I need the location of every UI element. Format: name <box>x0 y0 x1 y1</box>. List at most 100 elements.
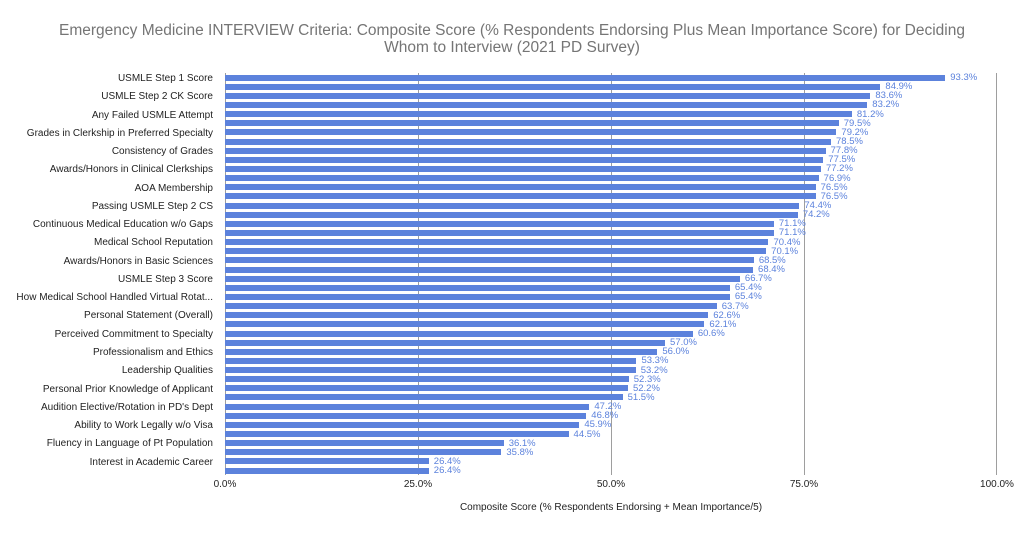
category-label: Medical School Reputation <box>94 237 213 249</box>
bar <box>225 193 816 200</box>
bar-value-label: 79.5% <box>843 117 871 129</box>
gridline <box>804 73 805 475</box>
bar-row: 77.5% <box>225 154 997 166</box>
bar-value-label: 62.1% <box>709 318 737 330</box>
bar-value-label: 76.9% <box>823 172 851 184</box>
bar-value-label: 56.0% <box>662 346 690 358</box>
category-label: Professionalism and Ethics <box>92 346 213 358</box>
category-label <box>0 267 219 274</box>
bar-value-label: 74.2% <box>802 209 830 221</box>
category-label: Fluency in Language of Pt Population <box>46 438 213 450</box>
bar-value-label: 68.5% <box>758 254 786 266</box>
bar-value-label: 76.5% <box>820 181 848 193</box>
bar-value-label: 60.6% <box>697 328 725 339</box>
bar-row: 78.5% <box>225 137 997 146</box>
category-label <box>0 248 219 255</box>
category-label <box>0 431 219 438</box>
bar <box>225 101 868 108</box>
bar-row: 57.0% <box>225 338 997 347</box>
bar-value-label: 83.6% <box>875 90 903 102</box>
bar <box>225 458 429 465</box>
bar-row: 93.3% <box>225 73 997 82</box>
bar-value-label: 77.5% <box>828 154 856 166</box>
bar-row: 66.7% <box>225 274 997 283</box>
category-label: USMLE Step 2 CK Score <box>101 91 213 103</box>
gridline <box>418 73 419 475</box>
bar <box>225 376 629 383</box>
bar <box>225 385 628 392</box>
bar-value-label: 65.4% <box>734 282 762 294</box>
bar-row: 51.5% <box>225 393 997 402</box>
bar-row: 46.8% <box>225 411 997 421</box>
bar <box>225 339 666 346</box>
bar-row: 77.8% <box>225 146 997 155</box>
bar <box>225 257 754 264</box>
bar-row: 65.4% <box>225 292 997 302</box>
x-tick-label: 75.0% <box>789 479 819 490</box>
category-label <box>0 230 219 237</box>
bar <box>225 111 852 118</box>
category-label <box>0 157 219 164</box>
bar-row: 56.0% <box>225 346 997 358</box>
bar-row: 47.2% <box>225 402 997 411</box>
bar-row: 68.5% <box>225 256 997 265</box>
bar-row: 26.4% <box>225 457 997 466</box>
bar-value-label: 81.2% <box>856 108 884 120</box>
bar-row: 84.9% <box>225 82 997 91</box>
category-label: Awards/Honors in Basic Sciences <box>63 255 213 267</box>
bar <box>225 220 774 227</box>
category-label: Awards/Honors in Clinical Clerkships <box>49 164 213 176</box>
bar-row: 70.1% <box>225 246 997 256</box>
plot-rows: 93.3% 84.9% 83.6% 83.2% 81.2% 79.5% 79.2% 78.5%… <box>225 73 997 475</box>
bar <box>225 83 881 90</box>
category-label: Audition Elective/Rotation in PD's Dept <box>41 401 213 413</box>
bar-value-label: 57.0% <box>670 337 697 349</box>
bar-row: 26.4% <box>225 466 997 475</box>
category-label <box>0 102 219 109</box>
bar <box>225 312 709 319</box>
bar-row: 36.1% <box>225 438 997 448</box>
bar-value-label: 83.2% <box>872 99 900 111</box>
bar <box>225 175 819 182</box>
category-label <box>0 84 219 91</box>
gridline <box>225 73 226 475</box>
bar <box>225 440 504 447</box>
category-label: Ability to Work Legally w/o Visa <box>74 420 213 432</box>
gridline <box>996 73 997 475</box>
bar <box>225 156 824 163</box>
bar <box>225 367 636 374</box>
bar <box>225 275 740 282</box>
bar-row: 63.7% <box>225 301 997 311</box>
bar <box>225 266 754 273</box>
category-label <box>0 449 219 456</box>
bar-row: 77.2% <box>225 164 997 174</box>
category-label <box>0 321 219 328</box>
bar-row: 70.4% <box>225 237 997 247</box>
bar-row: 71.1% <box>225 219 997 229</box>
bar-row: 60.6% <box>225 329 997 338</box>
bar-row: 71.1% <box>225 228 997 238</box>
category-label: Interest in Academic Career <box>89 456 213 468</box>
bar-value-label: 74.4% <box>804 200 832 212</box>
bar <box>225 202 800 209</box>
category-label <box>0 212 219 219</box>
category-label: AOA Membership <box>134 182 213 194</box>
bar <box>225 120 839 127</box>
category-label <box>0 121 219 128</box>
bar-value-label: 53.3% <box>641 355 669 367</box>
bar-row: 45.9% <box>225 419 997 431</box>
bar <box>225 129 837 136</box>
bar-row: 52.3% <box>225 374 997 384</box>
bar-row: 65.4% <box>225 282 997 294</box>
category-label <box>0 358 219 365</box>
chart-title: Emergency Medicine INTERVIEW Criteria: C… <box>0 22 1024 56</box>
bar-value-label: 51.5% <box>627 391 655 403</box>
bar-row: 62.1% <box>225 320 997 329</box>
category-label: Leadership Qualities <box>121 365 213 377</box>
x-axis-title: Composite Score (% Respondents Endorsing… <box>459 502 763 513</box>
bar <box>225 467 429 474</box>
bar-value-label: 45.9% <box>584 419 612 431</box>
bar-value-label: 76.5% <box>820 190 848 202</box>
bar <box>225 403 590 410</box>
category-label: Personal Prior Knowledge of Applicant <box>42 383 213 395</box>
